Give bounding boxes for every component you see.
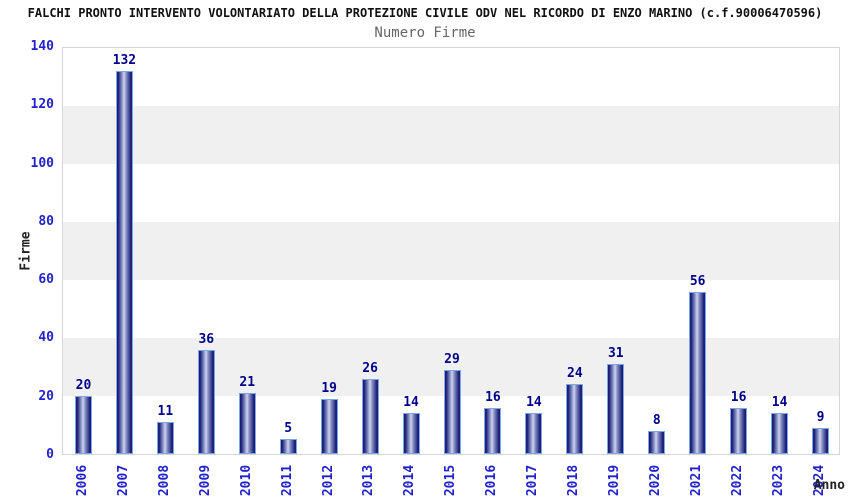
y-tick-label: 0 (46, 447, 54, 462)
x-tick-label-2021: 2021 (689, 464, 705, 496)
bar-2023 (771, 413, 789, 454)
bar-value-label: 5 (284, 421, 293, 436)
bar-value-label: 24 (567, 366, 583, 381)
x-tick-label-2022: 2022 (730, 464, 746, 496)
bar-2014 (402, 413, 420, 454)
x-tick-label-2020: 2020 (648, 464, 664, 496)
x-tick-label-2015: 2015 (443, 464, 459, 496)
bar-2008 (156, 422, 174, 454)
bar-2022 (730, 408, 748, 454)
x-tick-label-2008: 2008 (156, 464, 172, 496)
bar-value-label: 56 (689, 274, 706, 289)
x-tick-label-2019: 2019 (607, 464, 623, 496)
bar-value-label: 14 (403, 395, 419, 410)
bar-2010 (238, 393, 256, 454)
x-axis-title: Anno (813, 478, 845, 493)
bar-2017 (525, 413, 543, 454)
x-tick-label-2013: 2013 (361, 464, 377, 496)
x-tick-label-2014: 2014 (402, 464, 418, 496)
y-tick-label: 60 (38, 272, 54, 288)
x-tick-label-2018: 2018 (566, 464, 582, 496)
x-tick-label-2010: 2010 (238, 464, 254, 496)
bar-2015 (443, 370, 461, 454)
bar-value-label: 14 (771, 395, 788, 410)
bar-2024 (812, 428, 830, 454)
bar-value-label: 19 (321, 381, 337, 396)
bar-value-label: 16 (485, 390, 501, 405)
bar-2016 (484, 408, 502, 454)
bar-value-label: 36 (198, 332, 215, 347)
chart-subtitle: Numero Firme (374, 25, 476, 41)
y-tick-label: 40 (38, 330, 54, 346)
x-tick-label-2006: 2006 (74, 464, 90, 496)
bar-value-label: 11 (157, 404, 174, 419)
bar-2006 (74, 396, 92, 454)
y-axis-title: Firme (18, 231, 34, 271)
bar-value-label: 8 (652, 413, 661, 428)
bar-value-label: 16 (730, 390, 747, 405)
x-tick-label-2007: 2007 (115, 464, 131, 496)
y-tick-label: 140 (30, 39, 54, 54)
bar-2012 (320, 399, 338, 454)
bar-value-label: 9 (816, 410, 825, 425)
x-tick-label-2016: 2016 (484, 464, 500, 496)
bar-2019 (607, 364, 625, 454)
y-tick-label: 20 (38, 388, 54, 404)
bar-value-label: 14 (526, 395, 542, 410)
y-tick-label: 80 (38, 213, 54, 229)
x-tick-label-2017: 2017 (525, 464, 541, 496)
bar-value-label: 132 (112, 53, 137, 68)
bar-value-label: 21 (239, 375, 256, 390)
bar-2009 (197, 350, 215, 454)
bar-2011 (279, 439, 297, 454)
x-tick-label-2009: 2009 (197, 464, 213, 496)
x-tick-label-2011: 2011 (279, 464, 295, 496)
bar-value-label: 31 (607, 346, 624, 361)
x-tick-label-2012: 2012 (320, 464, 336, 496)
bar-value-label: 29 (444, 352, 460, 367)
y-tick-label: 100 (30, 155, 54, 171)
x-tick-label-2023: 2023 (771, 464, 787, 496)
chart-title: FALCHI PRONTO INTERVENTO VOLONTARIATO DE… (27, 6, 823, 20)
bar-2007 (115, 71, 133, 454)
bar-2020 (648, 431, 666, 454)
y-tick-label: 120 (30, 97, 54, 113)
bar-2021 (689, 292, 707, 454)
bar-2013 (361, 379, 379, 454)
bar-2018 (566, 384, 584, 454)
plot-area: 20 132 11 36 21 5 19 26 14 29 16 14 24 31 8 56 16 14 9 (62, 47, 840, 455)
bar-value-label: 26 (362, 361, 378, 376)
bar-value-label: 20 (75, 378, 92, 393)
